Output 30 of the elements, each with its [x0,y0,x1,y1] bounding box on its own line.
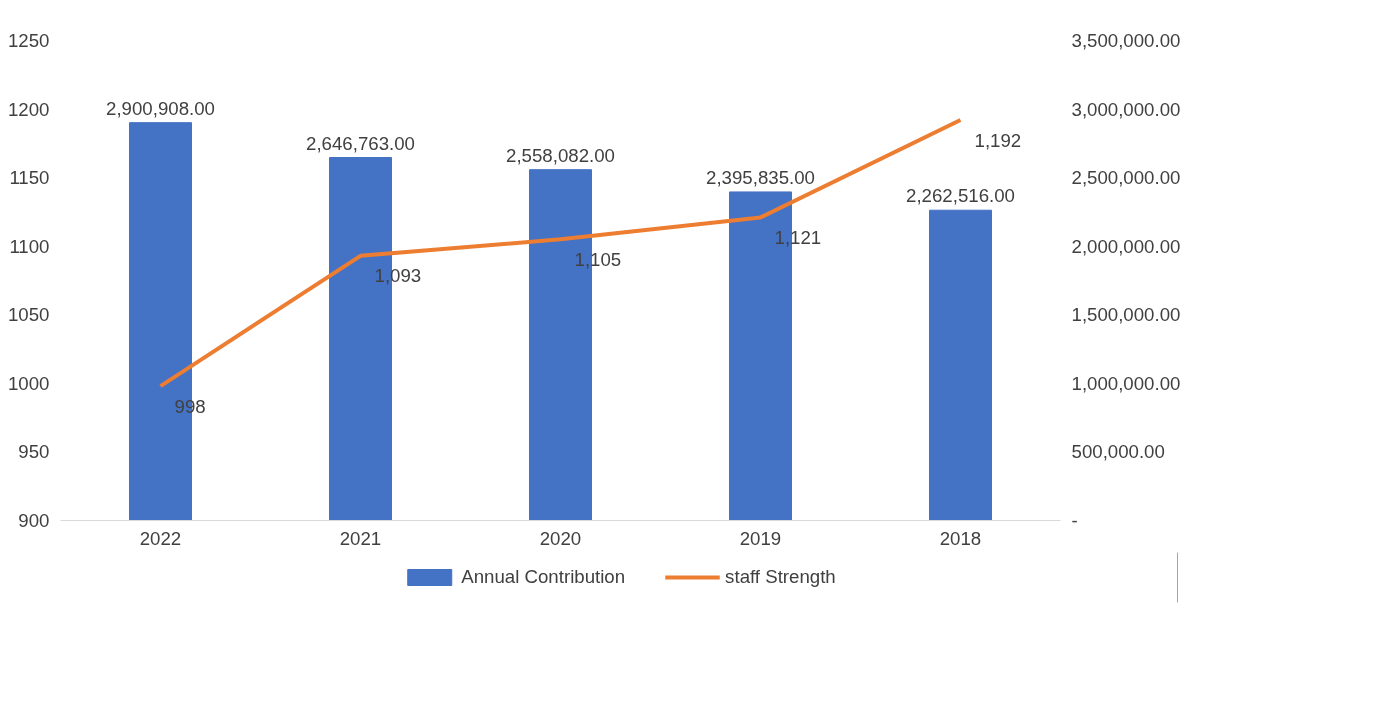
legend-label: staff Strength [725,566,836,588]
y-tick-label: 900 [18,510,50,531]
x-tick-label: 2019 [739,527,782,549]
y2-tick-label: 1,000,000.00 [1071,372,1181,394]
y-tick-label: 1000 [8,372,50,394]
y-tick-label: 950 [18,441,50,463]
data-label: 1,192 [974,129,1022,151]
data-label: 2,900,908.00 [106,97,215,119]
x-tick-label: 2018 [939,527,982,549]
legend-label: Annual Contribution [461,566,626,588]
y2-tick-label: 1,500,000.00 [1071,304,1181,326]
y2-tick-label: 3,000,000.00 [1071,98,1181,120]
y2-tick-label: 500,000.00 [1071,441,1165,463]
y2-tick-label: 3,500,000.00 [1071,30,1181,51]
x-tick-label: 2022 [139,527,182,549]
y2-tick-label: 2,500,000.00 [1071,167,1181,189]
y-tick-label: 1200 [8,98,50,120]
data-label: 2,646,763.00 [306,132,415,154]
y-tick-label: 1150 [9,167,50,189]
x-tick-label: 2021 [339,527,382,549]
y2-tick-label: 2,000,000.00 [1071,235,1181,257]
bar [929,209,992,521]
x-tick-label: 2020 [539,527,582,549]
y-tick-label: 1100 [9,235,50,257]
y-tick-label: 1250 [8,30,50,51]
data-label: 2,262,516.00 [906,185,1015,207]
y-tick-label: 1050 [8,304,50,326]
data-label: 2,395,835.00 [706,166,815,188]
y2-tick-label: - [1071,510,1078,531]
data-label: 2,558,082.00 [506,144,615,166]
